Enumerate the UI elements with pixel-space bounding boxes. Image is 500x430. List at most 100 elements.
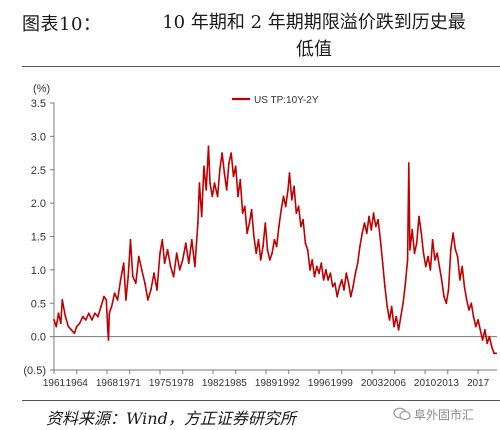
figure-title: 10 年期和 2 年期期限溢价跌到历史最 低值	[128, 9, 500, 63]
data-point	[243, 205, 246, 208]
x-tick-label: 1996	[308, 378, 331, 389]
watermark-text: 阜外固市汇	[414, 407, 475, 422]
x-tick-label: 1971	[119, 378, 142, 389]
x-tick-label: 2003	[361, 378, 384, 389]
data-point	[175, 252, 178, 255]
x-axis: 1961 1964 1968 1971 1975 1978 1982 1985 1989 1992…	[43, 336, 497, 389]
x-tick-label: 1975	[149, 378, 172, 389]
data-point	[187, 262, 190, 265]
y-axis: 3.5 3.0 2.5 2.0 1.5 1.0 0.5 0.0 (0.5)	[23, 98, 55, 377]
data-point	[59, 322, 62, 325]
data-point	[345, 272, 348, 275]
data-point	[271, 252, 273, 255]
data-point	[100, 305, 102, 308]
wechat-icon	[393, 407, 411, 421]
data-point	[318, 272, 320, 275]
data-point	[390, 305, 393, 308]
data-point	[297, 205, 300, 208]
data-point	[329, 272, 332, 275]
data-point	[81, 315, 84, 318]
data-point	[340, 279, 343, 281]
y-tick-label: 2.5	[31, 165, 46, 177]
data-point	[218, 168, 221, 171]
data-point	[197, 222, 199, 225]
data-point	[409, 248, 411, 251]
data-point	[440, 279, 443, 281]
data-point	[431, 238, 434, 241]
data-point	[463, 285, 466, 288]
data-point	[161, 238, 164, 241]
data-point	[443, 295, 445, 298]
data-point	[207, 145, 210, 148]
data-point	[384, 285, 386, 288]
data-point	[282, 195, 285, 198]
data-point	[372, 212, 375, 215]
data-point	[70, 329, 73, 331]
data-point	[237, 195, 239, 198]
data-point	[122, 262, 125, 265]
data-point	[406, 259, 409, 261]
x-tick-label: 1999	[331, 378, 354, 389]
x-tick-label: 1985	[225, 378, 248, 389]
data-point	[213, 182, 216, 185]
data-point	[144, 282, 146, 285]
data-point	[386, 305, 389, 308]
x-tick-label: 2017	[467, 378, 490, 389]
y-tick-label: 3.5	[31, 98, 46, 110]
x-tick-label: 1978	[172, 378, 195, 389]
data-point	[315, 265, 318, 268]
data-point	[334, 282, 336, 285]
data-point	[287, 188, 289, 191]
data-point	[264, 222, 267, 225]
data-point	[449, 248, 452, 251]
figure-number: 图表10：	[22, 14, 102, 35]
data-point	[402, 302, 404, 305]
data-point	[422, 252, 425, 255]
x-tick-label: 1964	[66, 378, 89, 389]
data-point	[365, 232, 368, 235]
data-point	[110, 305, 113, 308]
data-point	[228, 162, 230, 165]
data-point	[169, 265, 172, 268]
data-point	[411, 228, 414, 231]
data-point	[159, 252, 161, 255]
data-point	[200, 215, 203, 218]
data-point	[181, 259, 184, 261]
data-point	[262, 245, 264, 248]
data-point	[103, 295, 105, 298]
data-point	[493, 352, 495, 355]
data-point	[172, 275, 175, 278]
data-point	[327, 279, 329, 281]
data-point	[84, 319, 87, 321]
data-point	[488, 335, 491, 338]
footer-divider	[22, 400, 500, 401]
data-point	[420, 232, 423, 235]
y-tick-label: (0.5)	[23, 365, 46, 377]
data-point	[456, 255, 459, 258]
data-point	[113, 292, 116, 295]
data-point	[273, 238, 276, 241]
data-point	[465, 299, 468, 301]
data-point	[407, 162, 410, 165]
y-tick-label: 1.0	[31, 265, 46, 277]
data-point	[347, 282, 350, 285]
figure-header: 图表10： 10 年期和 2 年期期限溢价跌到历史最 低值	[0, 0, 500, 68]
data-point	[64, 315, 67, 318]
data-point	[127, 275, 130, 278]
data-point	[393, 325, 395, 328]
data-point	[234, 165, 237, 168]
figure-title-line-1: 10 年期和 2 年期期限溢价跌到历史最	[162, 12, 466, 33]
data-point	[78, 322, 81, 325]
data-point	[257, 238, 260, 241]
data-point	[140, 269, 143, 271]
data-point	[241, 212, 244, 215]
data-point	[363, 222, 366, 225]
data-point	[119, 279, 122, 281]
data-point	[397, 329, 400, 331]
data-point	[225, 188, 228, 191]
data-point	[429, 269, 432, 271]
data-point	[203, 165, 205, 168]
data-point	[293, 185, 295, 188]
data-point	[61, 299, 64, 301]
data-point	[379, 238, 382, 241]
